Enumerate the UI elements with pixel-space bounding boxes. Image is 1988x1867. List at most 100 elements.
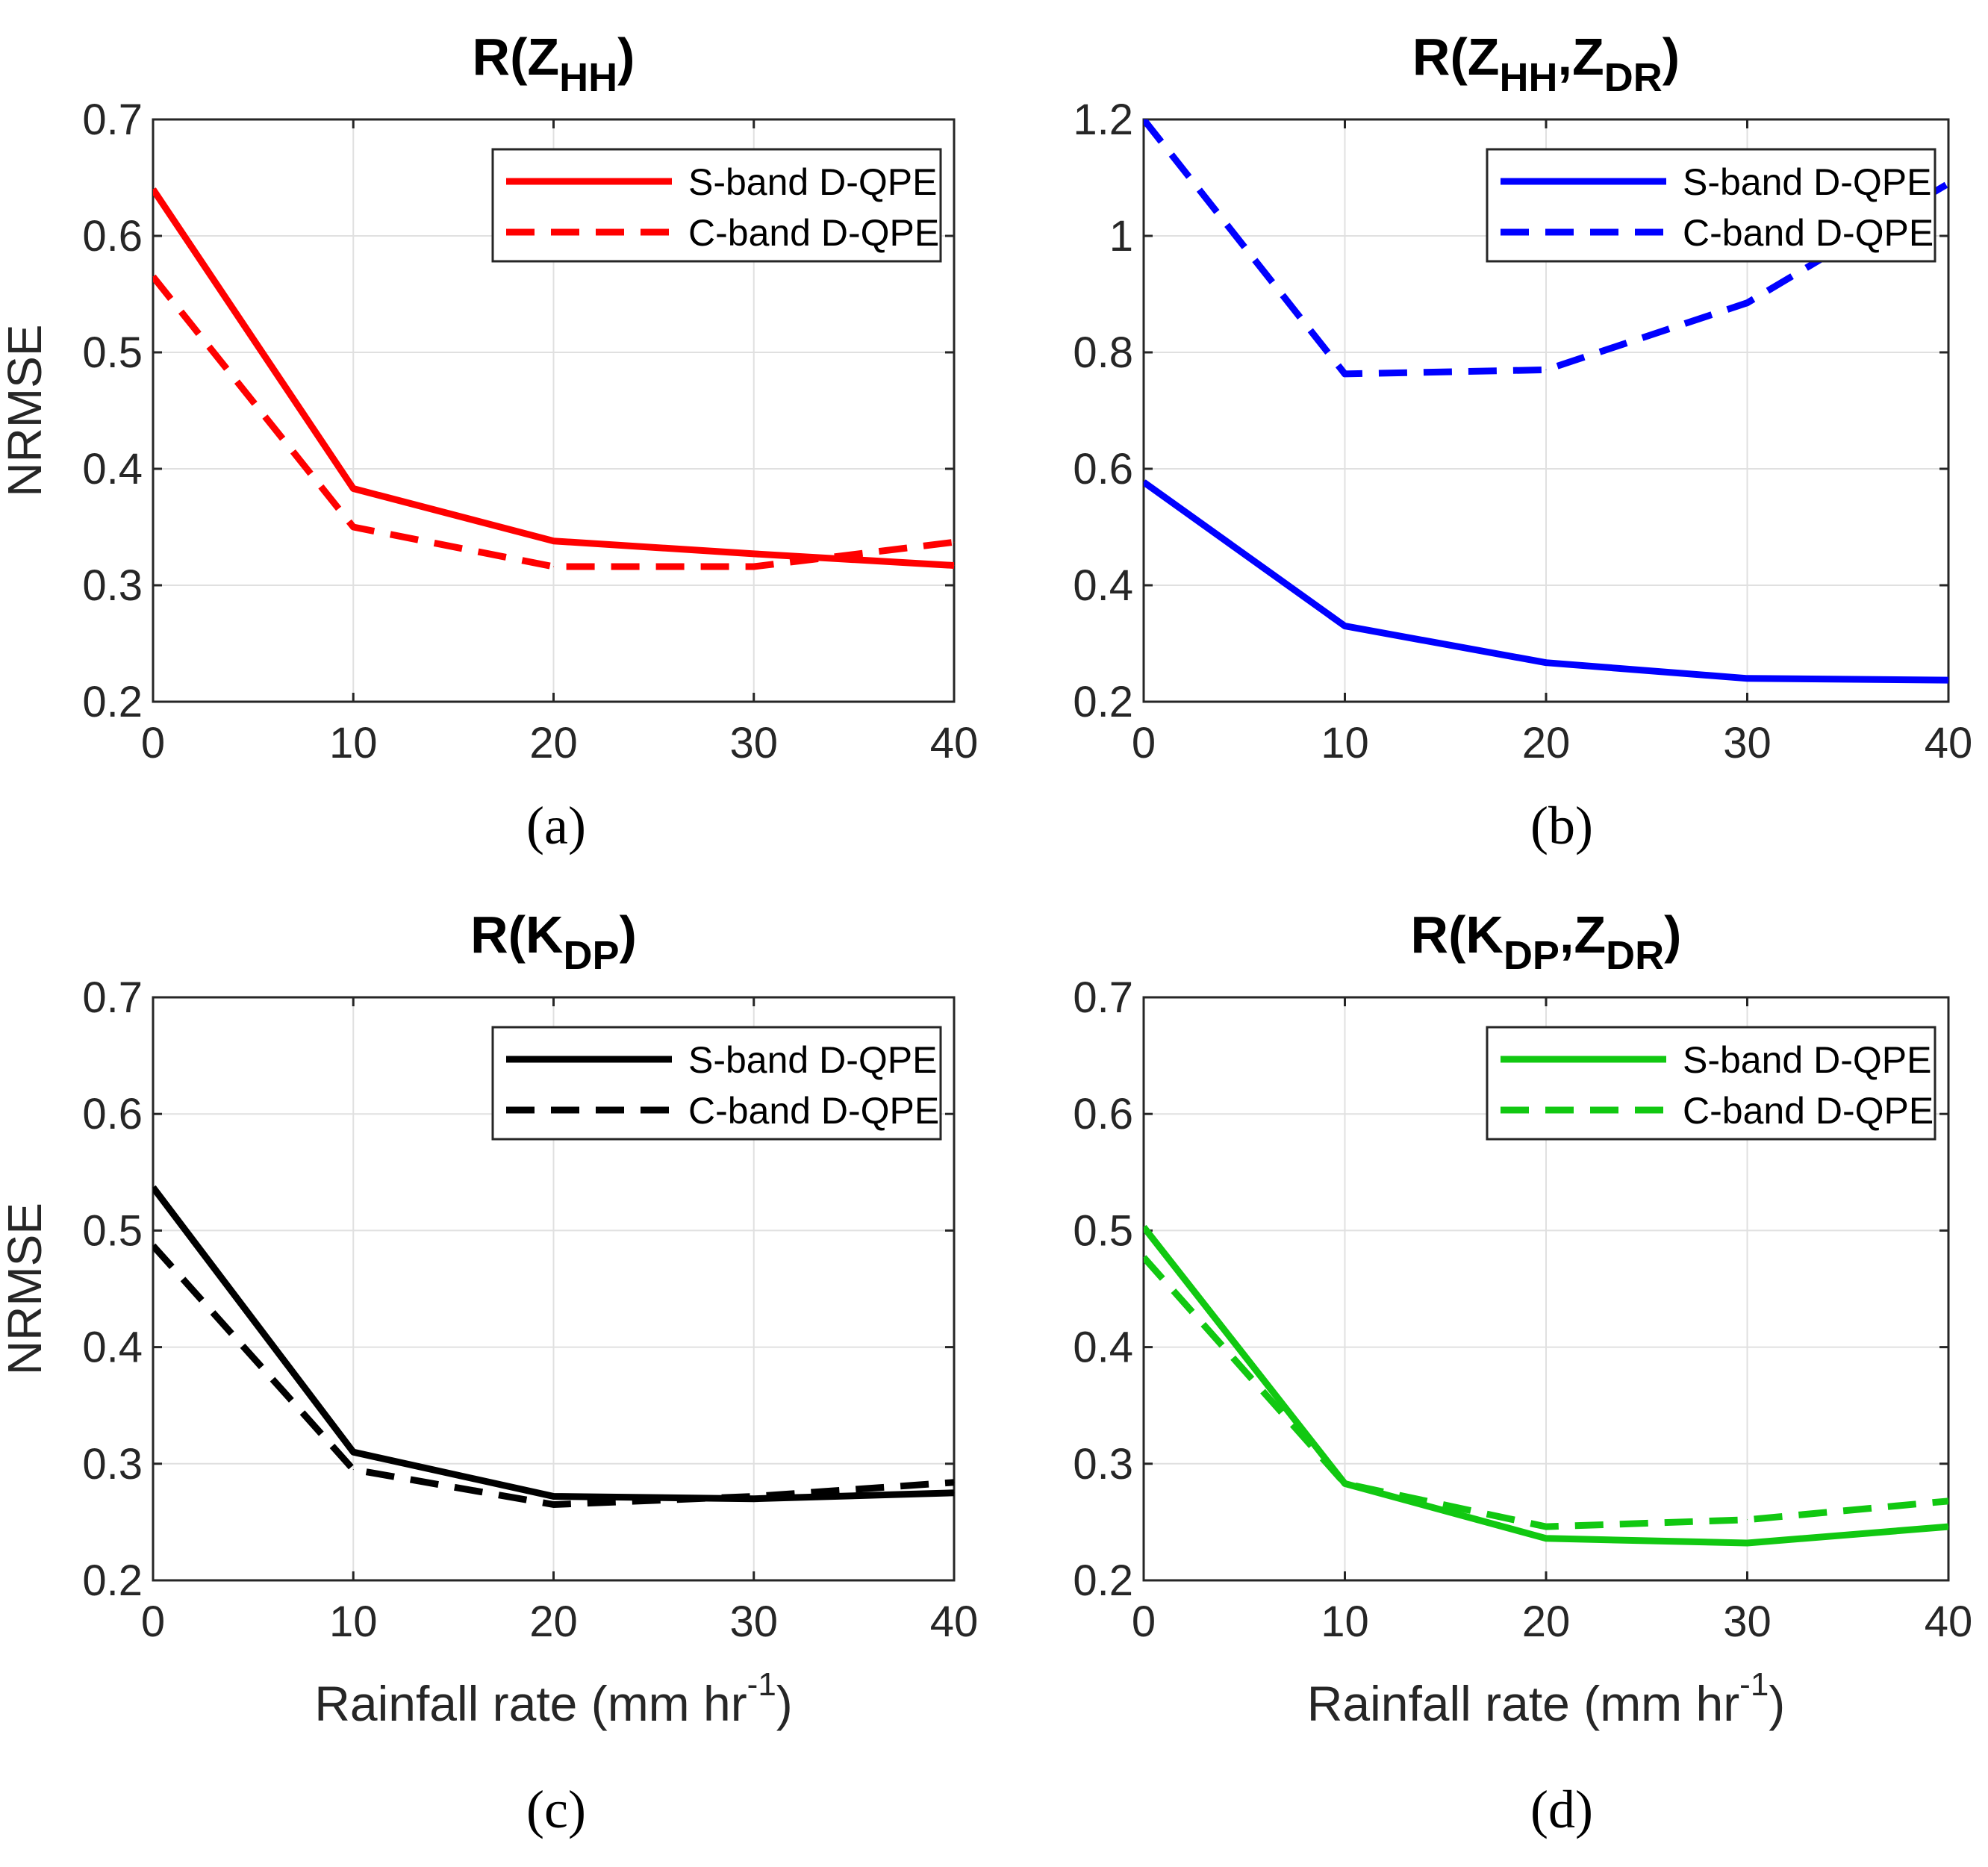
panel-caption: (b) <box>1530 796 1593 855</box>
y-tick-label: 1 <box>1109 212 1133 261</box>
y-tick-label: 0.2 <box>1073 1556 1133 1605</box>
x-tick-label: 30 <box>729 719 778 767</box>
y-tick-label: 0.3 <box>1073 1440 1133 1489</box>
data-point <box>753 553 755 555</box>
data-point <box>152 1245 154 1247</box>
legend-label: S-band D-QPE <box>688 1039 937 1081</box>
legend: S-band D-QPE C-band D-QPE <box>1486 148 1936 263</box>
data-point <box>553 1496 554 1497</box>
data-point <box>553 1503 554 1505</box>
data-point <box>1747 678 1748 679</box>
x-tick-label: 40 <box>1925 719 1973 767</box>
y-tick-label: 1.2 <box>1073 96 1133 144</box>
data-point <box>352 488 354 490</box>
y-tick-label: 0.2 <box>82 1556 143 1605</box>
legend-label: S-band D-QPE <box>1683 1039 1931 1081</box>
y-tick-label: 0.3 <box>82 561 143 610</box>
y-axis-label: NRMSE <box>0 1203 52 1375</box>
x-axis-label: Rainfall rate (mm hr-1) <box>1307 1666 1786 1731</box>
panel-caption: (a) <box>526 796 586 855</box>
x-tick-label: 40 <box>930 1598 979 1646</box>
x-tick-label: 30 <box>729 1598 778 1646</box>
legend-label: C-band D-QPE <box>688 1090 939 1132</box>
chart-title: R(ZHH,ZDR) <box>1412 28 1680 100</box>
data-point <box>953 541 955 543</box>
y-tick-label: 0.5 <box>82 328 143 377</box>
y-tick-label: 0.6 <box>82 212 143 261</box>
data-point <box>1747 1519 1748 1521</box>
x-tick-label: 20 <box>1522 719 1571 767</box>
chart-panel-d: 0 10 20 30 40 0.2 0.3 0.4 0.5 0.6 0.7 Rainfall rate… <box>1073 906 1972 1839</box>
y-tick-label: 0.6 <box>82 1090 143 1138</box>
series-line-c-band <box>1144 119 1948 378</box>
y-tick-label: 0.4 <box>82 445 143 493</box>
chart-panel-a: 0 10 20 30 40 0.2 0.3 0.4 0.5 0.6 0.7 NRMSE R(ZHH) S-… <box>0 28 978 855</box>
y-tick-label: 0.2 <box>1073 678 1133 726</box>
data-point <box>1344 1483 1345 1484</box>
legend: S-band D-QPE C-band D-QPE <box>491 148 942 263</box>
y-tick-label: 0.4 <box>1073 1324 1133 1372</box>
y-axis-label: NRMSE <box>0 324 52 496</box>
data-point <box>953 1492 955 1494</box>
chart-title: R(KDP,ZDR) <box>1411 906 1682 978</box>
chart-panel-b: 0 10 20 30 40 0.2 0.4 0.6 0.8 1 1.2 R(ZHH,ZDR) S-ban… <box>1073 28 1972 855</box>
data-point <box>1344 373 1345 375</box>
y-tick-label: 0.7 <box>1073 973 1133 1022</box>
y-tick-label: 0.3 <box>82 1440 143 1489</box>
x-tick-label: 0 <box>1132 719 1156 767</box>
legend-box <box>491 1026 942 1141</box>
data-point <box>1545 1538 1547 1539</box>
panel-caption: (c) <box>526 1780 586 1839</box>
y-tick-label: 0.5 <box>82 1206 143 1255</box>
data-point <box>753 1498 755 1500</box>
x-tick-label: 30 <box>1723 1598 1772 1646</box>
x-tick-label: 0 <box>141 1598 165 1646</box>
legend: S-band D-QPE C-band D-QPE <box>491 1026 942 1141</box>
data-point <box>1948 183 1949 184</box>
x-axis-label: Rainfall rate (mm hr-1) <box>314 1666 793 1731</box>
y-tick-label: 0.6 <box>1073 1090 1133 1138</box>
legend-box <box>1486 1026 1936 1141</box>
legend-label: C-band D-QPE <box>1683 1090 1934 1132</box>
y-tick-label: 0.7 <box>82 96 143 144</box>
y-tick-label: 0.8 <box>1073 328 1133 377</box>
chart-panel-c: 0 10 20 30 40 0.2 0.3 0.4 0.5 0.6 0.7 NRMSE Rainfall… <box>0 906 978 1839</box>
x-tick-label: 10 <box>1321 719 1369 767</box>
chart-title: R(ZHH) <box>473 28 635 100</box>
y-tick-label: 0.4 <box>82 1324 143 1372</box>
x-tick-label: 10 <box>329 719 378 767</box>
data-point <box>352 526 354 528</box>
data-point <box>953 564 955 566</box>
y-tick-label: 0.6 <box>1073 445 1133 493</box>
y-tick-label: 0.7 <box>82 973 143 1022</box>
legend-box <box>1486 148 1936 263</box>
y-tick-label: 0.5 <box>1073 1206 1133 1255</box>
x-tick-label: 20 <box>529 1598 578 1646</box>
panel-caption: (d) <box>1530 1780 1593 1839</box>
x-tick-label: 30 <box>1723 719 1772 767</box>
x-tick-label: 20 <box>529 719 578 767</box>
x-tick-label: 0 <box>1132 1598 1156 1646</box>
data-point <box>152 276 154 278</box>
data-point <box>753 1496 755 1497</box>
y-tick-label: 0.4 <box>1073 561 1133 610</box>
x-tick-label: 0 <box>141 719 165 767</box>
legend-label: C-band D-QPE <box>688 212 939 254</box>
data-point <box>553 540 554 542</box>
legend-box <box>491 148 942 263</box>
data-point <box>953 1482 955 1483</box>
data-point <box>1948 1500 1949 1502</box>
data-point <box>352 1451 354 1453</box>
y-tick-label: 0.2 <box>82 678 143 726</box>
data-point <box>152 1187 154 1188</box>
x-tick-label: 40 <box>1925 1598 1973 1646</box>
legend-label: S-band D-QPE <box>1683 161 1931 203</box>
legend: S-band D-QPE C-band D-QPE <box>1486 1026 1936 1141</box>
data-point <box>352 1469 354 1471</box>
legend-label: C-band D-QPE <box>1683 212 1934 254</box>
x-tick-label: 40 <box>930 719 979 767</box>
data-point <box>1747 302 1748 304</box>
data-point <box>1747 1542 1748 1544</box>
data-point <box>1948 679 1949 681</box>
